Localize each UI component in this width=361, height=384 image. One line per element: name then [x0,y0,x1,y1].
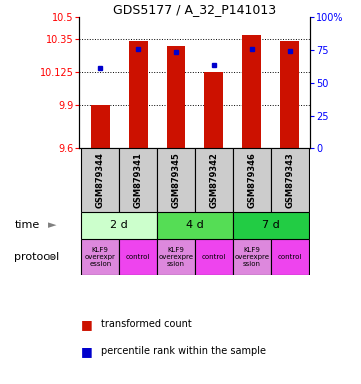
FancyBboxPatch shape [233,212,309,239]
Text: ■: ■ [81,318,92,331]
Text: ►: ► [48,252,57,262]
Text: 2 d: 2 d [110,220,128,230]
Text: control: control [202,254,226,260]
Text: 7 d: 7 d [262,220,279,230]
Text: control: control [126,254,150,260]
FancyBboxPatch shape [271,239,309,275]
Bar [166,46,186,149]
Text: GSM879346: GSM879346 [247,152,256,208]
Bar [280,41,299,149]
FancyBboxPatch shape [81,239,119,275]
Text: percentile rank within the sample: percentile rank within the sample [101,346,266,356]
Bar [242,35,261,149]
FancyBboxPatch shape [157,149,195,212]
Text: GSM879345: GSM879345 [171,152,180,208]
Bar [204,72,223,149]
Text: KLF9
overexpr
ession: KLF9 overexpr ession [85,247,116,267]
FancyBboxPatch shape [195,149,233,212]
FancyBboxPatch shape [119,239,157,275]
Text: time: time [14,220,40,230]
Text: transformed count: transformed count [101,319,192,329]
Text: 4 d: 4 d [186,220,204,230]
Text: ►: ► [48,220,57,230]
FancyBboxPatch shape [119,149,157,212]
Title: GDS5177 / A_32_P141013: GDS5177 / A_32_P141013 [113,3,277,16]
FancyBboxPatch shape [81,212,157,239]
Text: control: control [278,254,302,260]
Bar [129,41,148,149]
Text: GSM879342: GSM879342 [209,152,218,208]
FancyBboxPatch shape [233,149,271,212]
FancyBboxPatch shape [81,149,119,212]
Text: ■: ■ [81,345,92,358]
FancyBboxPatch shape [195,239,233,275]
FancyBboxPatch shape [233,239,271,275]
Text: GSM879344: GSM879344 [96,152,105,208]
Text: GSM879343: GSM879343 [285,152,294,208]
Text: GSM879341: GSM879341 [134,152,143,208]
FancyBboxPatch shape [157,239,195,275]
Text: KLF9
overexpre
ssion: KLF9 overexpre ssion [158,247,193,267]
Text: KLF9
overexpre
ssion: KLF9 overexpre ssion [234,247,269,267]
FancyBboxPatch shape [271,149,309,212]
Text: protocol: protocol [14,252,60,262]
FancyBboxPatch shape [157,212,233,239]
Bar [91,105,110,149]
